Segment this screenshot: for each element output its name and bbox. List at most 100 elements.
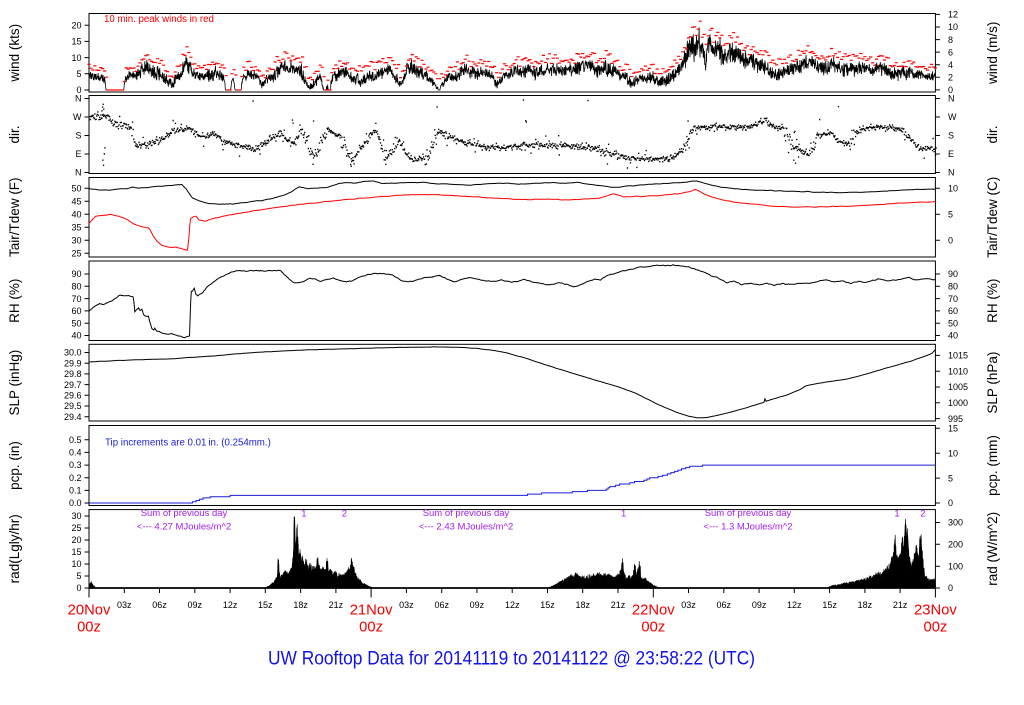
svg-text:29.7: 29.7 <box>64 380 82 390</box>
svg-text:0.5: 0.5 <box>69 435 82 445</box>
svg-text:0: 0 <box>948 498 953 508</box>
svg-text:22Nov: 22Nov <box>632 603 675 619</box>
svg-text:1015: 1015 <box>948 351 968 361</box>
svg-text:09z: 09z <box>470 600 485 610</box>
svg-text:UW Rooftop Data for 20141119: UW Rooftop Data for 20141119 to 20141122… <box>268 649 755 670</box>
svg-text:60: 60 <box>948 306 958 316</box>
svg-text:0.1: 0.1 <box>69 486 82 496</box>
svg-text:06z: 06z <box>434 600 449 610</box>
svg-text:21z: 21z <box>611 600 626 610</box>
svg-text:00z: 00z <box>641 620 665 636</box>
svg-text:N: N <box>948 94 955 104</box>
svg-text:N: N <box>75 94 82 104</box>
svg-text:dir.: dir. <box>985 125 1000 143</box>
svg-text:1005: 1005 <box>948 382 968 392</box>
svg-text:0.4: 0.4 <box>69 448 82 458</box>
svg-text:1: 1 <box>301 509 306 520</box>
svg-text:1000: 1000 <box>948 398 968 408</box>
svg-text:30: 30 <box>71 511 81 521</box>
svg-text:0.2: 0.2 <box>69 473 82 483</box>
svg-text:60: 60 <box>71 306 81 316</box>
svg-text:2: 2 <box>342 509 347 520</box>
svg-text:25: 25 <box>71 249 81 259</box>
svg-text:SLP (inHg): SLP (inHg) <box>7 350 22 416</box>
svg-text:0: 0 <box>948 85 953 95</box>
svg-text:E: E <box>75 149 81 159</box>
svg-text:00z: 00z <box>923 620 947 636</box>
svg-text:0: 0 <box>76 583 81 593</box>
svg-text:1: 1 <box>621 509 626 520</box>
svg-text:wind (m/s): wind (m/s) <box>985 22 1000 85</box>
svg-text:10: 10 <box>71 559 81 569</box>
svg-text:10: 10 <box>948 448 958 458</box>
svg-text:S: S <box>948 131 954 141</box>
svg-text:18z: 18z <box>575 600 590 610</box>
svg-text:5: 5 <box>948 473 953 483</box>
svg-text:Tair/Tdew (C): Tair/Tdew (C) <box>985 177 1000 258</box>
svg-text:wind (kts): wind (kts) <box>7 24 22 83</box>
svg-text:12z: 12z <box>505 600 520 610</box>
svg-text:10: 10 <box>71 53 81 63</box>
svg-text:70: 70 <box>948 294 958 304</box>
svg-text:15: 15 <box>71 547 81 557</box>
svg-text:09z: 09z <box>188 600 203 610</box>
svg-text:09z: 09z <box>752 600 767 610</box>
svg-text:0: 0 <box>948 583 953 593</box>
svg-text:rad (W/m^2): rad (W/m^2) <box>985 512 1000 586</box>
svg-text:rad(Lgly/hr): rad(Lgly/hr) <box>7 514 22 583</box>
svg-text:29.4: 29.4 <box>64 412 82 422</box>
svg-text:995: 995 <box>948 414 963 424</box>
svg-text:E: E <box>948 149 954 159</box>
svg-text:<--- 2.43 MJoules/m^2: <--- 2.43 MJoules/m^2 <box>419 522 513 533</box>
svg-text:50: 50 <box>71 184 81 194</box>
svg-text:29.6: 29.6 <box>64 391 82 401</box>
svg-text:20: 20 <box>71 20 81 30</box>
svg-text:25: 25 <box>71 523 81 533</box>
svg-text:90: 90 <box>948 269 958 279</box>
svg-text:0: 0 <box>76 85 81 95</box>
svg-text:21z: 21z <box>329 600 344 610</box>
svg-text:12z: 12z <box>787 600 802 610</box>
svg-text:90: 90 <box>71 269 81 279</box>
svg-text:Sum of previous day: Sum of previous day <box>141 508 228 519</box>
svg-text:RH (%): RH (%) <box>7 279 22 323</box>
svg-text:30.0: 30.0 <box>64 348 82 358</box>
svg-text:15z: 15z <box>822 600 837 610</box>
svg-text:15z: 15z <box>540 600 555 610</box>
svg-text:100: 100 <box>948 561 963 571</box>
svg-text:20Nov: 20Nov <box>68 603 111 619</box>
svg-text:29.5: 29.5 <box>64 401 82 411</box>
svg-text:5: 5 <box>948 210 953 220</box>
svg-text:15: 15 <box>71 37 81 47</box>
svg-text:80: 80 <box>948 282 958 292</box>
svg-text:29.9: 29.9 <box>64 358 82 368</box>
svg-text:40: 40 <box>71 210 81 220</box>
svg-text:80: 80 <box>71 282 81 292</box>
svg-text:0.3: 0.3 <box>69 460 82 470</box>
svg-text:06z: 06z <box>717 600 732 610</box>
svg-text:Sum of previous day: Sum of previous day <box>705 508 792 519</box>
svg-text:70: 70 <box>71 294 81 304</box>
svg-text:03z: 03z <box>117 600 132 610</box>
svg-text:300: 300 <box>948 518 963 528</box>
svg-text:50: 50 <box>71 318 81 328</box>
svg-text:200: 200 <box>948 540 963 550</box>
svg-text:10: 10 <box>948 184 958 194</box>
svg-text:RH (%): RH (%) <box>985 279 1000 323</box>
svg-text:40: 40 <box>71 331 81 341</box>
svg-text:W: W <box>73 112 82 122</box>
svg-text:0.0: 0.0 <box>69 498 82 508</box>
svg-text:18z: 18z <box>858 600 873 610</box>
svg-text:SLP (hPa): SLP (hPa) <box>985 352 1000 414</box>
svg-text:10 min. peak winds in red: 10 min. peak winds in red <box>104 14 214 25</box>
svg-text:2: 2 <box>920 509 925 520</box>
svg-text:00z: 00z <box>77 620 101 636</box>
svg-text:2: 2 <box>948 73 953 83</box>
svg-text:5: 5 <box>76 571 81 581</box>
svg-text:12z: 12z <box>223 600 238 610</box>
svg-text:Tip increments are 0.01 in. (0: Tip increments are 0.01 in. (0.254mm.) <box>105 438 271 449</box>
svg-text:N: N <box>75 168 82 178</box>
svg-text:1: 1 <box>894 509 899 520</box>
svg-text:29.8: 29.8 <box>64 369 82 379</box>
svg-text:Tair/Tdew (F): Tair/Tdew (F) <box>7 177 22 257</box>
